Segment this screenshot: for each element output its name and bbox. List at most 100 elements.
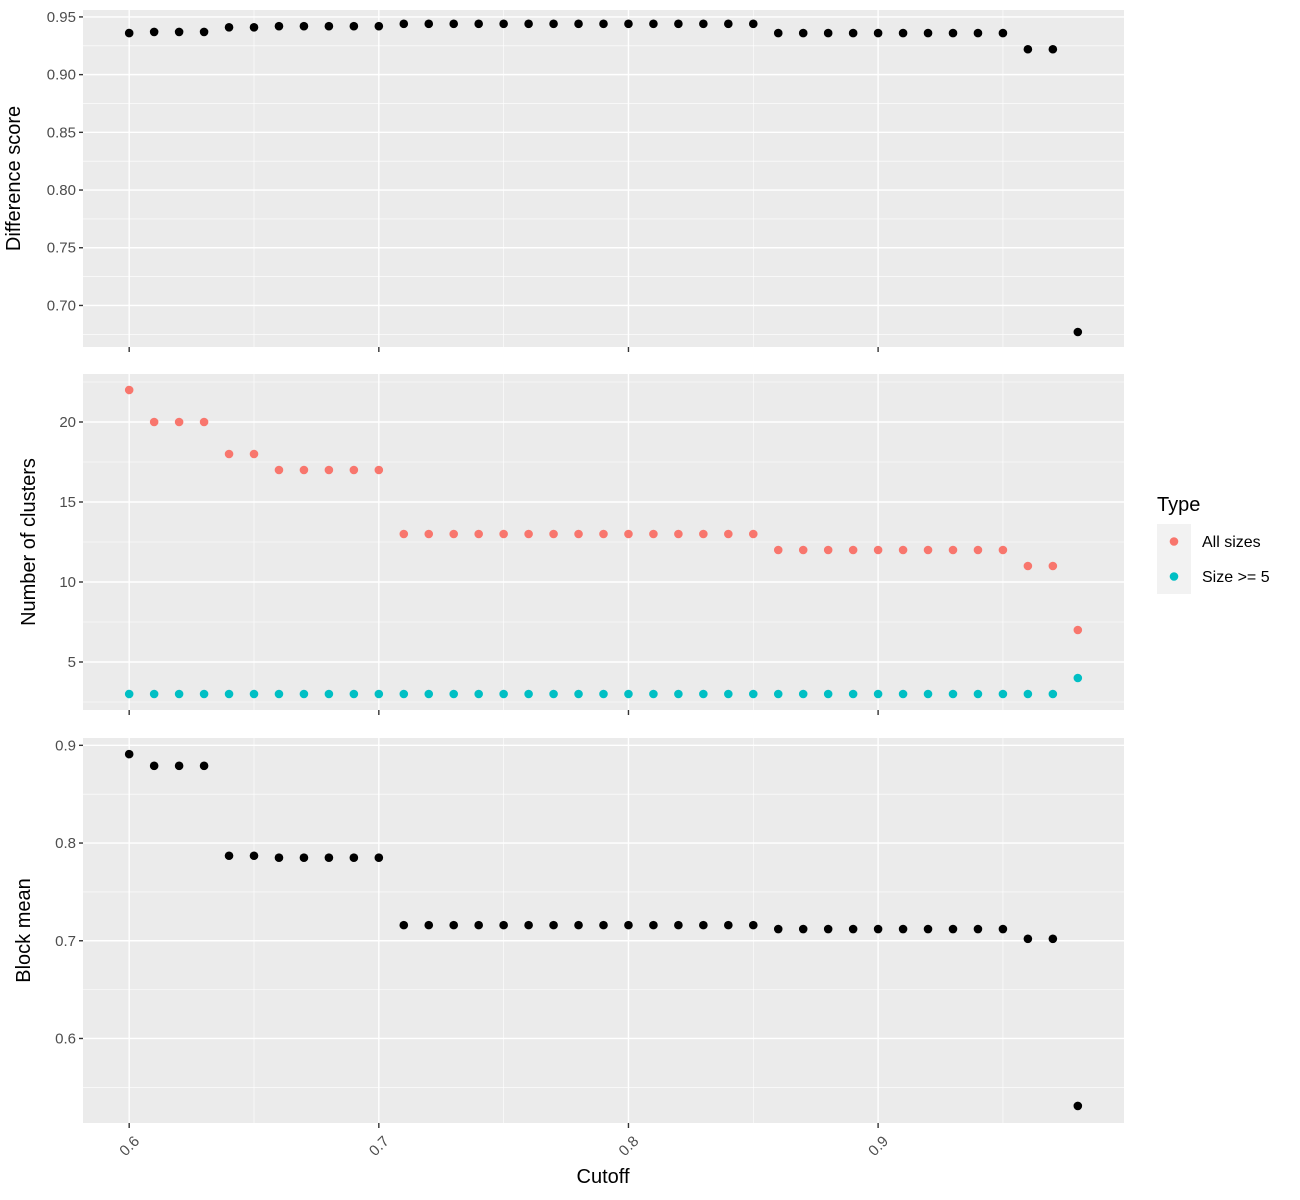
data-point (549, 19, 558, 29)
data-point (574, 920, 583, 930)
data-point (149, 761, 159, 771)
data-point (848, 924, 858, 934)
data-point (1073, 625, 1083, 635)
data-point (649, 689, 658, 699)
data-point (848, 545, 858, 555)
data-point (599, 19, 608, 29)
data-point (274, 465, 284, 475)
data-point (524, 19, 533, 29)
data-point (699, 689, 708, 699)
data-point (574, 689, 583, 699)
data-point (773, 924, 783, 934)
data-point (948, 545, 958, 555)
data-point (724, 19, 733, 29)
data-point (449, 19, 459, 29)
data-point (1048, 561, 1058, 571)
data-point (174, 689, 184, 699)
data-point (674, 529, 683, 539)
data-point (124, 749, 134, 759)
y-tick-label: 15 (59, 494, 76, 511)
data-point (1023, 561, 1033, 571)
data-point (973, 545, 983, 555)
data-point (449, 529, 459, 539)
data-point (748, 529, 758, 539)
data-point (1048, 689, 1058, 699)
data-point (748, 920, 758, 930)
data-point (973, 924, 983, 934)
data-point (998, 28, 1008, 38)
data-point (224, 689, 234, 699)
data-point (798, 689, 808, 699)
data-point (274, 21, 284, 31)
data-point (524, 920, 533, 930)
data-point (274, 853, 284, 863)
data-point (124, 385, 134, 395)
y-tick-label: 0.7 (55, 933, 76, 950)
data-point (823, 924, 833, 934)
data-point (674, 920, 683, 930)
data-point (898, 689, 908, 699)
data-point (624, 920, 633, 930)
data-point (649, 920, 658, 930)
data-point (923, 924, 933, 934)
data-point (1048, 44, 1058, 54)
data-point (349, 465, 359, 475)
data-point (873, 545, 883, 555)
data-point (773, 545, 783, 555)
data-point (599, 920, 608, 930)
data-point (224, 23, 234, 32)
data-point (324, 689, 334, 699)
data-point (798, 545, 808, 555)
data-point (848, 689, 858, 699)
data-point (349, 689, 359, 699)
data-point (374, 689, 384, 699)
y-tick-label: 0.70 (47, 297, 76, 314)
panel-2: 5 10 15 20 Number of clusters (18, 374, 1124, 715)
data-point (549, 920, 558, 930)
legend-marker (1169, 537, 1179, 546)
data-point (349, 21, 359, 31)
data-point (1023, 934, 1033, 944)
data-point (399, 19, 409, 29)
data-point (524, 529, 533, 539)
data-point (199, 417, 209, 427)
y-tick-label: 0.9 (55, 737, 76, 754)
data-point (374, 21, 384, 31)
data-point (574, 529, 583, 539)
data-point (199, 689, 209, 699)
data-point (274, 689, 284, 699)
data-point (1023, 689, 1033, 699)
data-point (399, 529, 409, 539)
series-points (124, 749, 1083, 1111)
data-point (674, 19, 683, 29)
data-point (249, 23, 259, 32)
data-point (174, 417, 184, 427)
data-point (499, 529, 508, 539)
data-point (823, 545, 833, 555)
data-point (474, 689, 483, 699)
data-point (124, 689, 134, 699)
data-point (149, 417, 159, 427)
data-point (699, 19, 708, 29)
data-point (674, 689, 683, 699)
legend-label: All sizes (1202, 534, 1261, 551)
data-point (249, 689, 259, 699)
panel-1: 0.70 0.75 0.80 0.85 0.90 0.95 Difference score (3, 9, 1124, 352)
data-point (149, 27, 159, 37)
legend: Type All sizes Size >= 5 (1157, 494, 1270, 594)
data-point (424, 689, 434, 699)
data-point (324, 21, 334, 31)
y-axis-title: Block mean (13, 878, 35, 983)
data-point (249, 851, 259, 861)
data-point (898, 545, 908, 555)
data-point (574, 19, 583, 29)
data-point (873, 689, 883, 699)
data-point (224, 449, 234, 459)
data-point (923, 689, 933, 699)
x-axis-title: Cutoff (577, 1166, 630, 1188)
data-point (224, 851, 234, 861)
data-point (1023, 44, 1033, 54)
y-tick-label: 0.80 (47, 182, 76, 199)
data-point (474, 19, 483, 29)
